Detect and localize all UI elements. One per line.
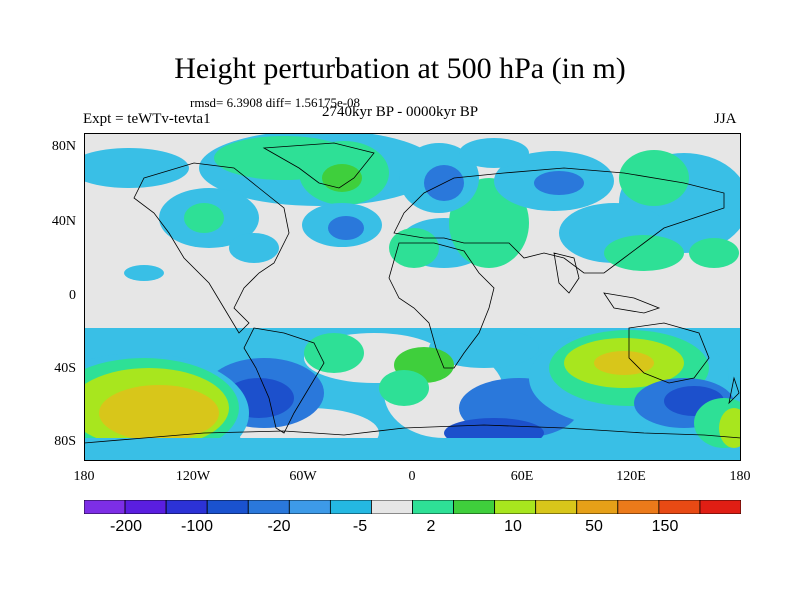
colorbar-segment [453, 500, 496, 514]
map-frame [84, 133, 741, 461]
colorbar-segment [617, 500, 660, 514]
colorbar-label: -20 [267, 518, 291, 535]
x-tick-label: 0 [408, 469, 416, 484]
colorbar-segment [124, 500, 167, 514]
contour-fills [84, 133, 741, 461]
colorbar-segment [699, 500, 741, 514]
colorbar-segment [576, 500, 619, 514]
y-tick-label: 40S [54, 361, 76, 376]
colorbar-segment [535, 500, 578, 514]
x-tick-label: 180 [73, 469, 95, 484]
colorbar [84, 500, 741, 514]
colorbar-segment [247, 500, 290, 514]
coastlines [84, 142, 741, 444]
colorbar-label: -200 [109, 518, 143, 535]
colorbar-segment [206, 500, 249, 514]
colorbar-segment [412, 500, 454, 514]
season-label: JJA [714, 111, 737, 127]
colorbar-label: 10 [504, 518, 522, 535]
period-label: 2740kyr BP - 0000kyr BP [322, 104, 479, 120]
colorbar-segment [84, 500, 126, 514]
colorbar-segment [658, 500, 701, 514]
colorbar-label: -100 [180, 518, 214, 535]
stats-line: rmsd= 6.3908 diff= 1.56175e-08 [190, 95, 361, 110]
colorbar-segment [165, 500, 208, 514]
map-title: Height perturbation at 500 hPa (in m) [174, 52, 626, 85]
y-tick-label: 80N [51, 139, 76, 154]
x-tick-label: 120W [175, 469, 211, 484]
x-tick-label: 120E [616, 469, 646, 484]
colorbar-segment [494, 500, 537, 514]
x-tick-label: 60W [289, 469, 317, 484]
y-tick-label: 40N [51, 214, 76, 229]
contour-map [84, 133, 741, 461]
y-tick-label: 80S [54, 434, 76, 449]
colorbar-label: 50 [585, 518, 603, 535]
colorbar-segment [371, 500, 413, 514]
x-tick-label: 60E [510, 469, 534, 484]
colorbar-label: 150 [651, 518, 679, 535]
colorbar-label: -5 [352, 518, 368, 535]
colorbar-segment [329, 500, 372, 514]
y-tick-label: 0 [69, 288, 76, 303]
x-tick-label: 180 [729, 469, 751, 484]
colorbar-label: 2 [426, 518, 436, 535]
experiment-label: Expt = teWTv-tevta1 [83, 111, 211, 127]
colorbar-segment [288, 500, 331, 514]
